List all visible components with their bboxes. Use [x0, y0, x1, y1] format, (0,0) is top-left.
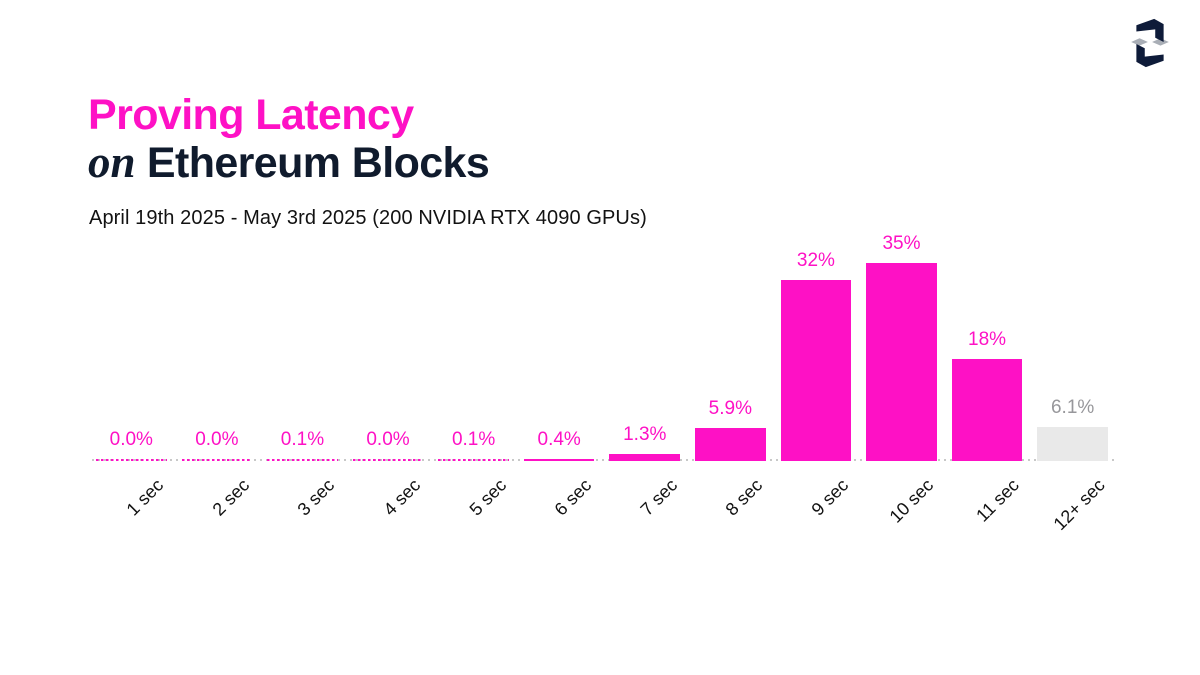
bar-column: 0.0% 4 sec [352, 230, 424, 520]
bar-value-label: 32% [796, 249, 835, 271]
bar-column: 35% 10 sec [866, 230, 938, 527]
x-axis-dotted-line [92, 459, 1116, 461]
title-line-2-rest: Ethereum Blocks [146, 139, 490, 187]
x-tick-label: 1 sec [122, 475, 168, 520]
bar-column: 0.4% 6 sec [523, 230, 595, 520]
x-tick-label: 4 sec [379, 475, 425, 520]
bar-value-label: 1.3% [623, 423, 667, 445]
bar-value-label: 35% [882, 232, 921, 254]
logo-top-chevron [1136, 18, 1164, 42]
bar [1037, 426, 1108, 461]
page-title: Proving Latency on Ethereum Blocks [88, 91, 490, 187]
zero-bar-dashed-line [181, 459, 253, 461]
bar [523, 458, 595, 461]
x-tick-label: 3 sec [294, 475, 339, 520]
x-tick-label: 10 sec [885, 475, 938, 527]
succinct-logo [1131, 18, 1169, 68]
bar [609, 453, 681, 461]
x-tick-label: 2 sec [208, 475, 254, 520]
title-word-on: on [88, 137, 136, 187]
zero-bar-dashed-line [96, 459, 167, 461]
bar-column: 0.1% 3 sec [267, 230, 339, 520]
x-tick-label: 12+ sec [1049, 475, 1109, 535]
bar-column: 32% 9 sec [780, 230, 852, 520]
logo-right-diamond [1152, 38, 1169, 46]
chart-subtitle: April 19th 2025 - May 3rd 2025 (200 NVID… [89, 207, 647, 229]
title-line-1: Proving Latency [88, 91, 414, 139]
bar-column: 18% 11 sec [951, 230, 1023, 526]
bar-value-label: 0.1% [280, 429, 325, 450]
logo-left-diamond [1131, 38, 1148, 46]
bar-value-label: 0.0% [109, 429, 153, 450]
bar [951, 359, 1023, 461]
x-tick-label: 9 sec [807, 475, 853, 520]
bar-column: 0.0% 2 sec [181, 230, 253, 520]
x-tick-label: 8 sec [721, 475, 767, 520]
bar-value-label: 5.9% [708, 397, 752, 419]
x-tick-label: 5 sec [465, 475, 510, 520]
x-tick-label: 11 sec [972, 475, 1024, 526]
x-tick-label: 7 sec [636, 475, 681, 520]
bar-column: 1.3% 7 sec [609, 230, 681, 520]
bar-column: 5.9% 8 sec [695, 230, 766, 520]
latency-bar-chart: 0.0% 1 sec 0.0% 2 sec 0.1% 3 sec 0.0% 4 sec 0.1%… [92, 230, 1116, 534]
zero-bar-dashed-line [438, 459, 509, 461]
bar [780, 279, 852, 461]
bar-value-label: 0.1% [451, 429, 496, 450]
zero-bar-dashed-line [352, 459, 424, 461]
bar-columns: 0.0% 1 sec 0.0% 2 sec 0.1% 3 sec 0.0% 4 sec 0.1%… [96, 230, 1109, 534]
bar-column: 0.0% 1 sec [96, 230, 167, 520]
bar-value-label: 6.1% [1050, 396, 1095, 418]
bar-value-label: 0.0% [366, 429, 410, 450]
bar [866, 262, 937, 461]
bar-column: 0.1% 5 sec [438, 230, 510, 520]
bar-value-label: 0.4% [537, 428, 581, 450]
x-tick-label: 6 sec [550, 475, 596, 520]
bar-value-label: 0.0% [195, 429, 239, 450]
bar-column: 6.1% 12+ sec [1037, 230, 1109, 534]
title-line-2: on Ethereum Blocks [88, 137, 490, 187]
zero-bar-dashed-line [267, 459, 338, 461]
logo-bottom-chevron [1136, 44, 1164, 68]
bar-value-label: 18% [968, 329, 1007, 351]
bar [695, 427, 766, 461]
